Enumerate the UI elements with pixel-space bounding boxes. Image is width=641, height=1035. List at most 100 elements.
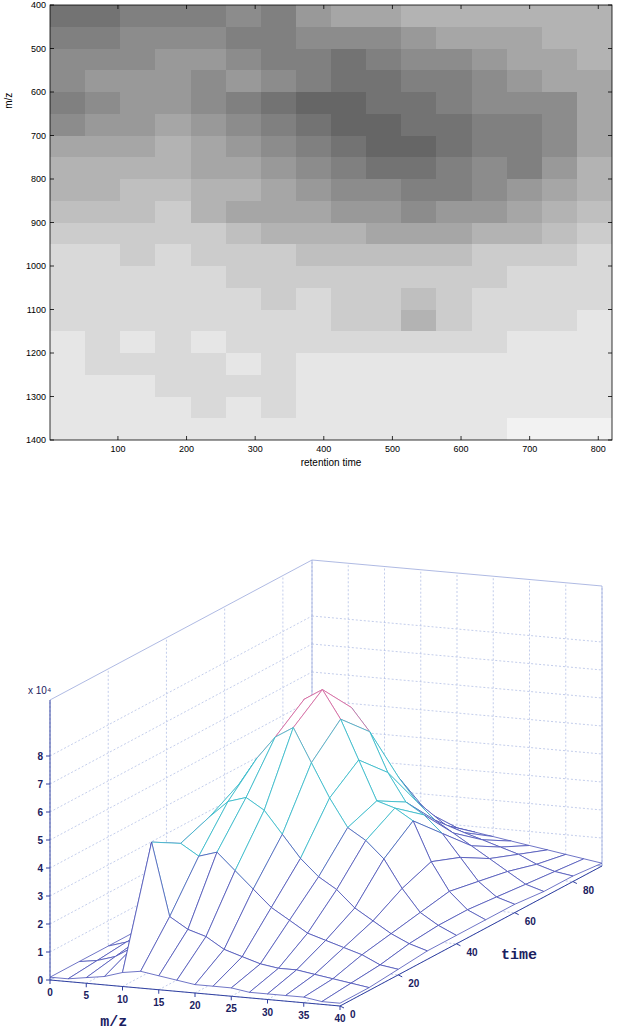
y-tick-label: 1400 — [26, 435, 46, 445]
surface-patch — [351, 965, 398, 988]
x-tick-label: 700 — [522, 444, 537, 454]
x-tick — [186, 436, 187, 440]
x-tick-label: 10 — [117, 994, 129, 1005]
heat-cell — [155, 310, 191, 332]
x-tick-label: 30 — [262, 1007, 274, 1018]
y-tick — [50, 5, 54, 6]
box-edge — [602, 586, 603, 866]
heat-cell — [50, 310, 86, 332]
x-tick — [392, 436, 393, 440]
z-tick — [46, 896, 50, 897]
heat-cell — [191, 70, 227, 92]
heat-cell — [507, 114, 543, 136]
heat-cell — [120, 157, 156, 179]
heat-cell — [577, 179, 612, 201]
heat-cell — [50, 136, 86, 158]
heat-cell — [507, 375, 543, 397]
heat-cell — [50, 49, 86, 71]
heat-cell — [85, 266, 121, 288]
x-tick — [323, 5, 324, 9]
heat-cell — [472, 201, 508, 223]
x-tick — [122, 987, 123, 991]
heat-cell — [401, 157, 437, 179]
heat-cell — [542, 5, 578, 27]
x-tick — [529, 436, 530, 440]
y-tick — [515, 913, 519, 915]
heat-cell — [226, 331, 262, 353]
heat-cell — [226, 201, 262, 223]
heat-cell — [366, 49, 402, 71]
heat-cell — [296, 5, 332, 27]
heat-cell — [542, 136, 578, 158]
heat-cell — [191, 288, 227, 310]
heat-cell — [577, 136, 612, 158]
y-tick-label: 800 — [31, 174, 46, 184]
heat-cell — [542, 179, 578, 201]
y-tick — [456, 944, 460, 946]
y-tick-label: 20 — [408, 978, 420, 989]
y-tick-label: 1000 — [26, 261, 46, 271]
z-tick-label: 0 — [37, 975, 43, 986]
heat-cell — [226, 179, 262, 201]
y-tick-label: 1100 — [27, 305, 46, 315]
heat-cell — [50, 288, 86, 310]
z-tick-label: 8 — [37, 751, 43, 762]
z-tick — [46, 980, 50, 981]
plot-frame — [50, 5, 612, 440]
heat-cell — [472, 157, 508, 179]
heat-cell — [577, 92, 612, 114]
heat-cell — [155, 136, 191, 158]
heat-cell — [436, 157, 472, 179]
heat-cell — [472, 223, 508, 245]
heatmap-panel: 1002003004005006007008004005006007008009… — [3, 0, 613, 468]
x-axis-title: m/z — [100, 1014, 127, 1031]
grid-line — [602, 586, 603, 866]
heat-cell — [296, 136, 332, 158]
heat-cell — [296, 70, 332, 92]
heat-cell — [401, 375, 437, 397]
surface — [50, 690, 602, 1004]
heat-cell — [296, 331, 332, 353]
heat-cell — [472, 310, 508, 332]
y-tick — [608, 309, 612, 310]
heat-cell — [261, 179, 297, 201]
heat-cell — [401, 310, 437, 332]
heat-cell — [50, 266, 86, 288]
box-edge — [50, 560, 312, 700]
heat-cell — [542, 244, 578, 266]
heat-cell — [155, 418, 191, 440]
heat-cell — [120, 266, 156, 288]
x-tick — [158, 990, 159, 994]
heat-cell — [226, 92, 262, 114]
heat-cell — [50, 397, 86, 419]
heat-cell — [507, 201, 543, 223]
heat-cell — [331, 397, 367, 419]
heat-cell — [296, 266, 332, 288]
heat-cell — [261, 397, 297, 419]
heat-cell — [542, 266, 578, 288]
heat-cell — [261, 244, 297, 266]
heat-cell — [577, 201, 612, 223]
heat-cell — [85, 5, 121, 27]
heat-cell — [401, 179, 437, 201]
heat-cell — [401, 201, 437, 223]
heat-cell — [155, 157, 191, 179]
y-tick-label: 80 — [583, 885, 595, 896]
heat-cell — [85, 375, 121, 397]
y-tick-label: 600 — [31, 87, 46, 97]
heat-cell — [401, 418, 437, 440]
heat-cell — [120, 288, 156, 310]
z-tick-label: 4 — [37, 863, 43, 874]
heat-cell — [331, 244, 367, 266]
x-axis-title: retention time — [301, 457, 362, 468]
grid-line — [50, 700, 312, 840]
heat-cell — [120, 418, 156, 440]
heat-cell — [436, 136, 472, 158]
heat-cell — [85, 310, 121, 332]
heat-cell — [261, 5, 297, 27]
heat-cell — [366, 331, 402, 353]
y-tick — [50, 135, 54, 136]
x-tick — [50, 980, 51, 984]
y-tick — [50, 92, 54, 93]
heat-cell — [331, 201, 367, 223]
